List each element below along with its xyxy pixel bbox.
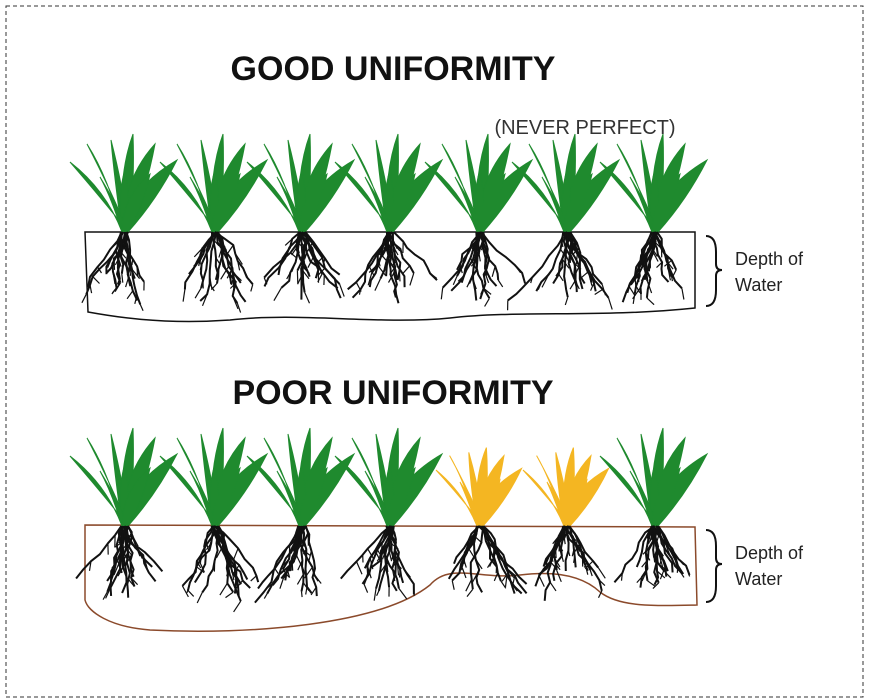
plant <box>70 134 177 311</box>
plant <box>335 428 442 601</box>
root <box>536 232 563 291</box>
plant <box>247 134 354 303</box>
root <box>452 581 454 590</box>
root <box>590 570 592 576</box>
root <box>126 277 129 287</box>
root <box>280 578 284 589</box>
root <box>251 284 253 291</box>
root <box>559 274 563 281</box>
root <box>565 297 568 305</box>
root <box>399 588 407 599</box>
root <box>501 581 506 588</box>
plant <box>247 428 354 603</box>
root <box>375 279 381 291</box>
root <box>441 288 442 300</box>
brace <box>706 530 722 602</box>
root <box>550 582 556 591</box>
root <box>453 276 457 285</box>
root <box>264 594 267 599</box>
plant <box>523 448 609 601</box>
root <box>506 576 507 587</box>
root <box>647 298 654 305</box>
panel-note: (NEVER PERFECT) <box>494 117 675 139</box>
depth-label: Depth of <box>735 249 804 269</box>
root <box>545 526 568 565</box>
depth-label: Depth of <box>735 543 804 563</box>
root <box>127 291 133 299</box>
root <box>410 273 414 285</box>
root <box>258 526 306 589</box>
root <box>251 576 257 581</box>
root <box>197 593 202 603</box>
root <box>466 579 472 591</box>
root <box>357 562 363 575</box>
root <box>234 601 241 612</box>
depth-label: Water <box>735 275 782 295</box>
root <box>226 592 234 598</box>
root <box>570 280 576 289</box>
diagram: GOOD UNIFORMITY (NEVER PERFECT) Depth of… <box>0 0 869 699</box>
plant <box>600 428 707 589</box>
plant <box>425 134 532 307</box>
root <box>140 305 143 311</box>
panel-title: POOR UNIFORMITY <box>232 374 553 412</box>
root <box>82 294 86 303</box>
plant <box>70 428 177 600</box>
root <box>557 570 562 582</box>
root <box>394 232 437 280</box>
root <box>467 589 473 596</box>
root <box>498 280 503 287</box>
plant <box>335 134 442 303</box>
root <box>220 583 227 595</box>
root <box>188 590 194 596</box>
root <box>485 298 490 306</box>
plant <box>508 134 619 310</box>
root <box>364 584 368 593</box>
root <box>274 288 281 301</box>
root <box>377 591 379 596</box>
depth-label: Water <box>735 569 782 589</box>
brace <box>706 236 722 306</box>
root <box>302 591 303 597</box>
root <box>462 567 466 578</box>
plant <box>600 134 707 305</box>
root <box>374 589 376 601</box>
root <box>122 274 123 283</box>
root <box>598 568 605 579</box>
panel-title: GOOD UNIFORMITY <box>231 50 556 88</box>
root <box>183 289 185 301</box>
root <box>403 266 410 274</box>
root <box>682 288 684 299</box>
root <box>93 277 100 284</box>
root <box>88 232 122 287</box>
root <box>305 292 310 303</box>
root <box>609 298 613 310</box>
root <box>195 288 201 298</box>
root <box>233 548 238 561</box>
frame <box>6 6 863 697</box>
